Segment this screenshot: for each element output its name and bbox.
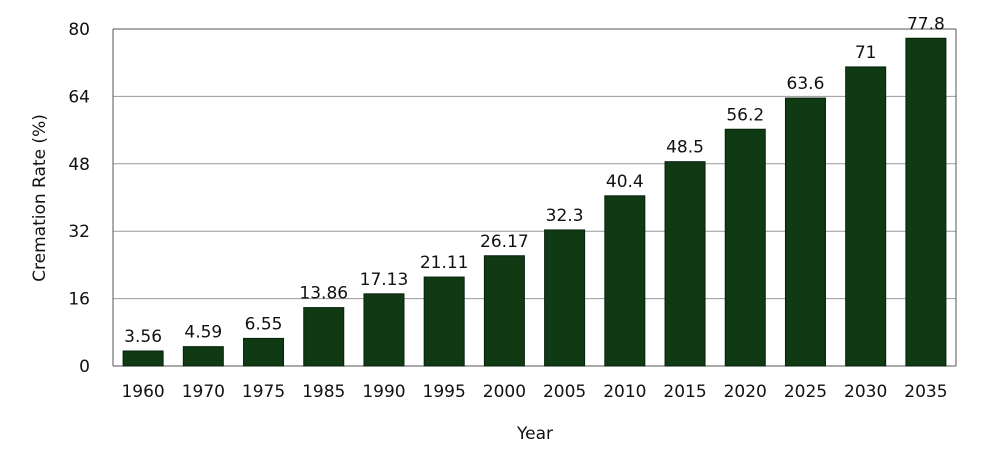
bar-1985 (303, 307, 345, 367)
bar-2035 (905, 37, 947, 367)
bar-2020 (724, 128, 766, 367)
value-label: 6.55 (245, 314, 283, 334)
bar-2010 (604, 195, 646, 367)
value-label: 32.3 (546, 206, 584, 226)
bars (122, 37, 947, 367)
x-tick-label: 1995 (423, 382, 466, 402)
x-tick-label: 1990 (362, 382, 405, 402)
x-tick-label: 2025 (784, 382, 827, 402)
x-tick-label: 2000 (483, 382, 526, 402)
y-tick-label: 80 (68, 20, 90, 40)
x-tick-label: 2020 (724, 382, 767, 402)
value-label: 71 (855, 43, 877, 63)
x-tick-label: 2010 (603, 382, 646, 402)
value-label: 48.5 (666, 138, 704, 158)
bar-2000 (483, 255, 525, 367)
value-label: 26.17 (480, 232, 529, 252)
value-label: 17.13 (360, 270, 409, 290)
y-tick-label: 16 (68, 290, 90, 310)
x-tick-label: 1985 (302, 382, 345, 402)
x-tick-label: 2005 (543, 382, 586, 402)
bar-1970 (182, 346, 224, 367)
y-axis-label: Cremation Rate (%) (30, 114, 50, 282)
gridlines (112, 28, 957, 367)
value-label: 13.86 (299, 284, 348, 304)
bar-1975 (243, 337, 285, 367)
x-axis-label: Year (516, 424, 553, 444)
value-label: 63.6 (787, 74, 825, 94)
y-axis-ticks: 0 16 32 48 64 80 (68, 20, 90, 377)
x-tick-label: 2030 (844, 382, 887, 402)
bar-1990 (363, 293, 405, 367)
x-tick-label: 1975 (242, 382, 285, 402)
x-axis-ticks: 1960 1970 1975 1985 1990 1995 2000 2005 2010 2015… (121, 382, 947, 402)
value-label: 77.8 (907, 14, 945, 34)
bar-1995 (423, 276, 465, 367)
value-label: 3.56 (124, 327, 162, 347)
x-tick-label: 2015 (663, 382, 706, 402)
y-tick-label: 64 (68, 87, 90, 107)
x-tick-label: 2035 (904, 382, 947, 402)
y-tick-label: 0 (79, 357, 90, 377)
bar-2030 (845, 66, 887, 367)
bar-2015 (664, 161, 706, 367)
y-tick-label: 32 (68, 222, 90, 242)
value-label: 4.59 (184, 323, 222, 343)
value-label: 21.11 (420, 253, 469, 273)
bar-2005 (544, 229, 586, 367)
value-label: 56.2 (726, 105, 764, 125)
bar-2025 (784, 97, 826, 367)
value-labels: 3.56 4.59 6.55 13.86 17.13 21.11 26.17 32.3 40.4… (124, 14, 945, 347)
x-tick-label: 1960 (121, 382, 164, 402)
x-tick-label: 1970 (182, 382, 225, 402)
y-tick-label: 48 (68, 155, 90, 175)
bar-1960 (122, 350, 164, 367)
value-label: 40.4 (606, 172, 644, 192)
